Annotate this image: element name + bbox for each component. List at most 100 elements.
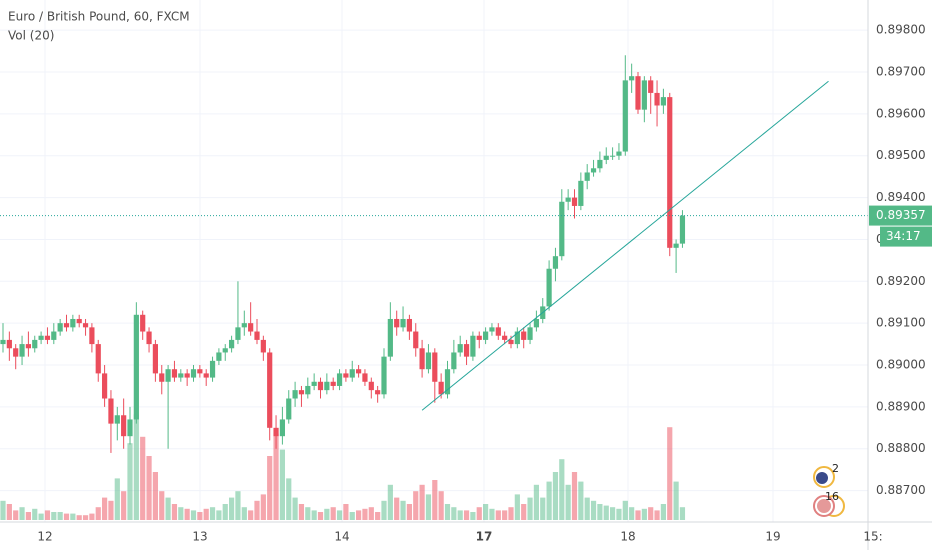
candle-body: [635, 76, 641, 110]
candle-body: [159, 373, 165, 382]
candle-body: [660, 97, 666, 106]
volume-bar: [394, 497, 400, 520]
volume-bar: [362, 508, 368, 520]
last-price-box: [869, 205, 932, 226]
candle-body: [305, 385, 311, 395]
candle-body: [51, 331, 57, 340]
volume-bar: [38, 513, 44, 520]
volume-bar: [76, 515, 82, 520]
candle-body: [0, 339, 6, 345]
candle-body: [121, 415, 127, 437]
candle-body: [298, 390, 305, 395]
candle-body: [330, 381, 336, 386]
volume-bar: [610, 507, 616, 520]
candle-body: [203, 373, 209, 378]
volume-bar: [533, 484, 539, 520]
candle-body: [394, 318, 400, 328]
volume-bar: [102, 497, 108, 520]
x-tick-label: 12: [37, 530, 52, 544]
y-tick-label: 0.89600: [876, 106, 926, 120]
candle-body: [248, 323, 254, 332]
candle-body: [400, 318, 406, 328]
candle-body: [184, 373, 190, 378]
volume-bar: [305, 507, 311, 520]
candle-body: [19, 344, 25, 357]
volume-bar: [375, 512, 381, 520]
candle-body: [260, 339, 266, 353]
volume-pane: [0, 414, 686, 520]
volume-bar: [508, 507, 514, 520]
candle-body: [38, 335, 44, 340]
candle-body: [368, 381, 374, 391]
volume-bar: [279, 449, 285, 520]
candle-body: [286, 398, 292, 420]
candle-body: [57, 323, 63, 332]
candle-body: [273, 427, 279, 437]
x-tick-label: 14: [334, 530, 349, 544]
volume-bar: [152, 472, 158, 520]
candle-body: [146, 331, 152, 345]
candle-body: [171, 369, 178, 378]
volume-bar: [190, 510, 197, 520]
volume-bar: [679, 507, 686, 520]
candle-body: [6, 339, 12, 349]
volume-bar: [419, 484, 425, 520]
candle-body: [597, 159, 603, 169]
volume-bar: [311, 510, 317, 520]
candle-body: [565, 197, 571, 202]
volume-bar: [292, 497, 298, 520]
volume-bar: [63, 513, 70, 520]
volume-bar: [165, 497, 171, 520]
volume-bar: [184, 508, 190, 520]
candle-body: [63, 323, 70, 328]
event-flag: [816, 472, 828, 484]
volume-bar: [584, 497, 590, 520]
candle-body: [571, 197, 578, 206]
volume-bar: [0, 500, 6, 520]
volume-bar: [514, 494, 520, 520]
y-tick-label: 0.89400: [876, 190, 926, 204]
volume-bar: [159, 491, 165, 520]
volume-bar: [457, 510, 463, 520]
volume-bar: [521, 504, 527, 520]
candle-body: [140, 314, 146, 332]
candle-body: [254, 331, 260, 340]
volume-bar: [95, 507, 101, 520]
candle-body: [521, 331, 527, 340]
volume-bar: [317, 512, 324, 520]
volume-bar: [387, 484, 393, 520]
volume-bar: [406, 504, 412, 520]
volume-bar: [667, 427, 673, 520]
candle-body: [413, 331, 419, 349]
volume-bar: [82, 515, 89, 520]
volume-bar: [654, 510, 660, 520]
volume-bar: [451, 507, 457, 520]
y-tick-label: 0.89200: [876, 274, 926, 288]
volume-bar: [178, 507, 184, 520]
candle-body: [425, 352, 432, 370]
candle-body: [349, 369, 355, 378]
trend-line: [421, 80, 829, 411]
volume-bar: [622, 500, 628, 520]
volume-bar: [673, 481, 679, 520]
event-flag: [817, 499, 831, 513]
candle-body: [387, 318, 393, 357]
volume-bar: [476, 507, 482, 520]
volume-bar: [70, 513, 76, 520]
x-tick-label: 13: [192, 530, 207, 544]
volume-bar: [235, 491, 241, 520]
candle-body: [629, 76, 635, 81]
volume-bar: [381, 500, 387, 520]
indicator-label: Vol (20): [8, 29, 54, 43]
x-tick-label: 18: [620, 530, 635, 544]
candle-body: [235, 327, 241, 340]
volume-bar: [597, 504, 603, 520]
candle-body: [375, 390, 381, 395]
candle-body: [336, 373, 343, 386]
candle-body: [89, 327, 95, 345]
candle-body: [222, 348, 228, 353]
volume-bar: [19, 507, 25, 520]
candle-body: [362, 373, 368, 382]
candle-body: [197, 369, 203, 374]
